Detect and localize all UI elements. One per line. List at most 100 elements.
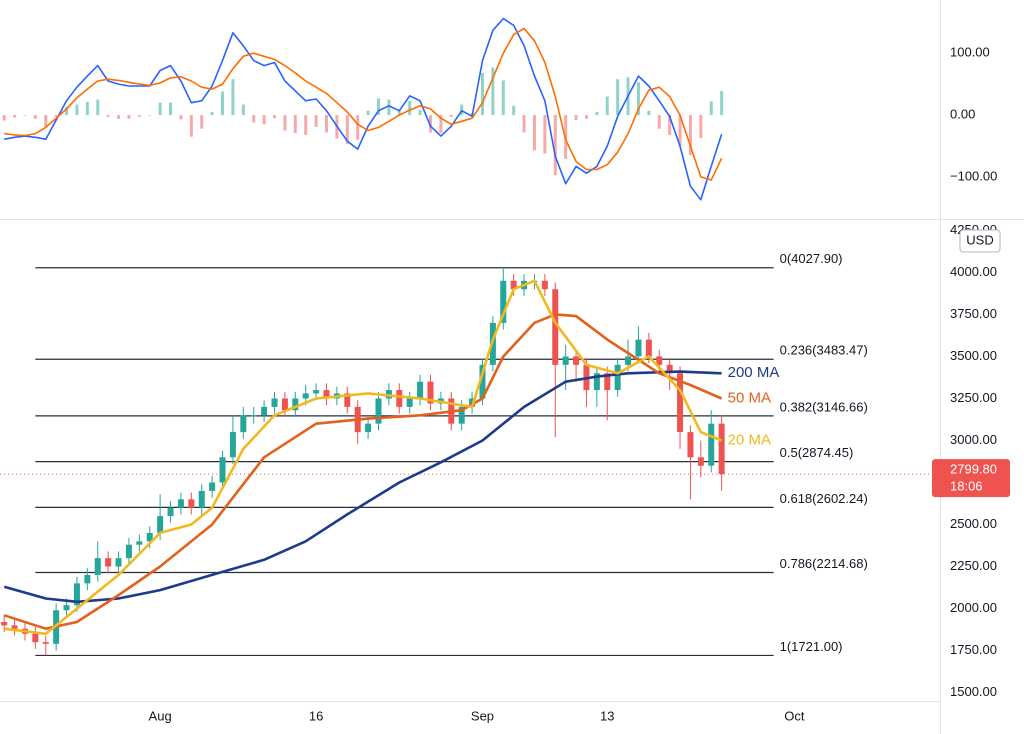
candle-body [593, 373, 600, 391]
histogram-bar [262, 115, 266, 125]
histogram-bar [657, 115, 661, 129]
candle-body [177, 499, 184, 508]
candle-body [406, 398, 413, 407]
histogram-bar [2, 115, 6, 121]
histogram-bar [325, 115, 329, 133]
candle-body [323, 390, 330, 399]
histogram-bar [169, 102, 173, 116]
candle-body [604, 373, 611, 391]
candle-body [718, 423, 725, 475]
histogram-bar [512, 105, 516, 116]
fib-label: 0(4027.90) [780, 251, 843, 266]
candle-body [157, 516, 164, 533]
candle-body [167, 507, 174, 517]
histogram-bar [522, 115, 526, 133]
histogram-bar [460, 104, 464, 116]
candle-body [292, 398, 299, 411]
series-line [3, 313, 723, 631]
histogram-bar [574, 115, 578, 121]
y-tick-label: 2250.00 [950, 558, 997, 573]
x-tick-label: 13 [600, 708, 614, 723]
candle-body [625, 356, 632, 365]
x-tick-label: Oct [784, 708, 805, 723]
candle-body [115, 558, 122, 567]
histogram-bar [96, 99, 100, 116]
histogram-bar [210, 111, 214, 116]
histogram-bar [699, 115, 703, 138]
histogram-bar [480, 73, 484, 116]
histogram-bar [387, 99, 391, 116]
histogram-bar [283, 115, 287, 131]
y-tick-label: 100.00 [950, 45, 990, 60]
fib-label: 0.236(3483.47) [780, 343, 868, 358]
candle-body [11, 625, 18, 629]
candle-body [94, 558, 101, 575]
x-tick-label: Aug [149, 708, 172, 723]
candle-body [417, 381, 424, 399]
y-tick-label: 3500.00 [950, 348, 997, 363]
candle-body [458, 406, 465, 424]
x-tick-label: Sep [471, 708, 494, 723]
histogram-bar [449, 115, 453, 117]
candle-body [302, 393, 309, 399]
candle-body [84, 574, 91, 584]
candle-body [209, 482, 216, 491]
histogram-bar [408, 100, 412, 116]
histogram-bar [252, 115, 256, 123]
histogram-bar [584, 115, 588, 119]
candle-body [635, 339, 642, 357]
currency-box [959, 229, 1001, 253]
histogram-bar [231, 79, 235, 116]
histogram-bar [23, 115, 27, 116]
histogram-bar [189, 115, 193, 137]
y-tick-label: 2500.00 [950, 516, 997, 531]
histogram-bar [491, 67, 495, 116]
histogram-bar [106, 115, 110, 117]
candle-body [708, 423, 715, 466]
candle-body [697, 457, 704, 466]
histogram-bar [605, 96, 609, 116]
candle-body [105, 558, 112, 567]
y-tick-label: 3000.00 [950, 432, 997, 447]
candle-body [281, 398, 288, 411]
histogram-bar [85, 102, 89, 116]
currency-label: USD [966, 232, 993, 247]
candle-body [510, 280, 517, 290]
histogram-bar [65, 107, 69, 116]
histogram-bar [148, 115, 152, 116]
candle-body [500, 280, 507, 323]
x-tick-label: 16 [309, 708, 323, 723]
histogram-bar [366, 110, 370, 116]
histogram-bar [179, 115, 183, 120]
candle-body [427, 381, 434, 404]
histogram-bar [127, 115, 131, 119]
histogram-bar [501, 80, 505, 116]
histogram-bar [158, 102, 162, 116]
histogram-bar [688, 115, 692, 156]
y-tick-label: 2000.00 [950, 600, 997, 615]
candle-body [313, 390, 320, 394]
histogram-bar [636, 82, 640, 116]
candle-body [677, 373, 684, 433]
candle-body [552, 289, 559, 365]
candle-body [687, 432, 694, 458]
candle-body [666, 364, 673, 374]
last-price-label: 2799.80 [950, 462, 997, 477]
candle-body [63, 605, 70, 611]
histogram-bar [709, 101, 713, 116]
candle-body [365, 423, 372, 433]
candle-body [229, 432, 236, 458]
candle-body [240, 415, 247, 433]
histogram-bar [647, 110, 651, 116]
candle-body [645, 339, 652, 357]
histogram-bar [200, 115, 204, 129]
candle-body [1, 622, 8, 626]
histogram-bar [75, 104, 79, 116]
histogram-bar [117, 115, 121, 119]
candle-body [344, 393, 351, 407]
histogram-bar [13, 115, 17, 118]
histogram-bar [616, 79, 620, 116]
candle-body [32, 633, 39, 643]
series-line [4, 27, 723, 181]
